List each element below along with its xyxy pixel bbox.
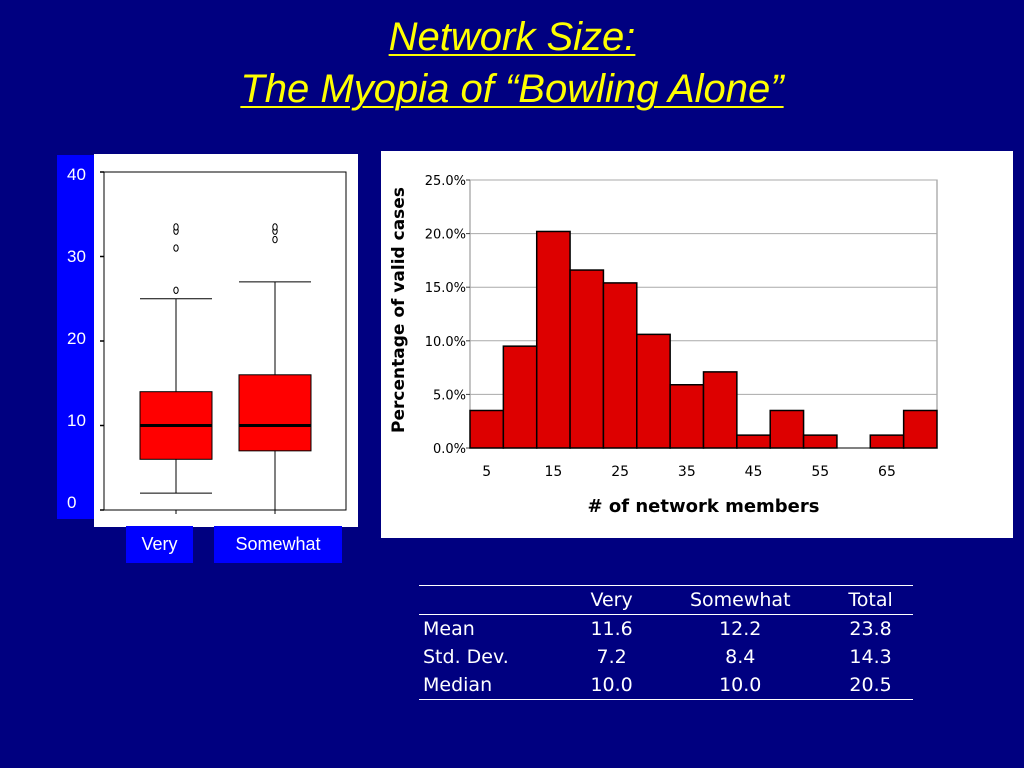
- boxplot-y-tick-40: 40: [67, 165, 86, 184]
- summary-stats-table: Very Somewhat Total Mean 11.6 12.2 23.8 …: [419, 585, 913, 700]
- histogram-bar: [902, 409, 938, 449]
- histogram-bar: [636, 333, 671, 449]
- histogram-bar: [469, 409, 505, 449]
- stats-cell: 12.2: [719, 618, 762, 640]
- histogram-x-tick-label: 15: [544, 464, 562, 480]
- histogram-y-tick-label: 0.0%: [433, 442, 466, 457]
- histogram-x-axis-title: # of network members: [588, 496, 820, 517]
- stats-header-somewhat: Somewhat: [689, 589, 791, 611]
- stats-cell: 10.0: [590, 674, 633, 696]
- histogram-bar: [569, 269, 605, 449]
- histogram-bar: [736, 434, 771, 449]
- stats-cell: 7.2: [596, 646, 627, 668]
- histogram-x-tick-label: 5: [482, 464, 491, 480]
- stats-row-std-dev: Std. Dev. 7.2 8.4 14.3: [419, 643, 913, 671]
- histogram-x-tick-label: 45: [745, 464, 763, 480]
- boxplot-panel: [94, 154, 358, 527]
- histogram-bar: [702, 371, 738, 449]
- boxplot-outlier: [272, 223, 278, 231]
- boxplot-outlier: [173, 244, 179, 252]
- histogram-y-tick-label: 5.0%: [433, 388, 466, 403]
- boxplot-outlier: [173, 223, 179, 231]
- stats-cell: 14.3: [849, 646, 892, 668]
- stats-cell: 20.5: [849, 674, 892, 696]
- stats-row-median: Median 10.0 10.0 20.5: [419, 671, 913, 700]
- histogram-y-axis-title: Percentage of valid cases: [389, 187, 409, 433]
- stats-row-mean: Mean 11.6 12.2 23.8: [419, 615, 913, 644]
- stats-header-blank: [419, 586, 571, 615]
- histogram-x-tick-label: 65: [878, 464, 896, 480]
- stats-header-total: Total: [848, 589, 893, 611]
- histogram-y-tick-label: 20.0%: [425, 228, 466, 243]
- stats-cell: 10.0: [719, 674, 762, 696]
- stats-header-row: Very Somewhat Total: [419, 585, 913, 615]
- boxplot-y-tick-30: 30: [67, 247, 86, 266]
- boxplot-category-very: Very: [126, 526, 193, 563]
- slide-title-line-1: Network Size:: [388, 15, 636, 59]
- histogram-bar: [769, 409, 805, 449]
- stats-cell: 23.8: [849, 618, 892, 640]
- boxplot-y-axis-panel: 40 30 20 10 0: [57, 155, 96, 519]
- histogram-panel: 0.0% 5.0% 10.0% 15.0% 20.0% 25.0% 5 15 25 35 45 55 6…: [381, 151, 1013, 538]
- boxplot-outlier: [272, 235, 278, 244]
- slide-title-line-2: The Myopia of “Bowling Alone”: [240, 67, 784, 111]
- stats-cell: Mean: [423, 618, 475, 640]
- boxplot-y-tick-0: 0: [67, 493, 77, 512]
- stats-cell: 8.4: [725, 646, 756, 668]
- boxplot-y-tick-10: 10: [67, 411, 86, 430]
- boxplot-box: [238, 374, 312, 452]
- histogram-y-tick-label: 10.0%: [425, 335, 466, 350]
- histogram-bar: [502, 345, 538, 449]
- histogram-x-tick-label: 25: [611, 464, 629, 480]
- stats-cell: 11.6: [590, 618, 633, 640]
- histogram-bar: [535, 230, 571, 449]
- histogram-x-tick-label: 35: [678, 464, 696, 480]
- stats-header-very: Very: [590, 589, 633, 611]
- stats-cell: Median: [423, 674, 493, 696]
- boxplot-y-tick-20: 20: [67, 329, 86, 348]
- histogram-chart: 0.0% 5.0% 10.0% 15.0% 20.0% 25.0% 5 15 25 35 45 55 6…: [389, 174, 938, 517]
- histogram-bar: [869, 434, 905, 449]
- boxplot-outlier: [173, 286, 179, 295]
- stats-cell: Std. Dev.: [423, 646, 509, 668]
- histogram-y-tick-label: 15.0%: [425, 281, 466, 296]
- boxplot-chart: [100, 171, 347, 514]
- histogram-y-tick-label: 25.0%: [425, 174, 466, 189]
- histogram-x-tick-label: 55: [811, 464, 829, 480]
- histogram-bar: [669, 384, 705, 449]
- boxplot-category-somewhat: Somewhat: [214, 526, 342, 563]
- histogram-bar: [602, 282, 638, 449]
- histogram-bar: [802, 434, 838, 449]
